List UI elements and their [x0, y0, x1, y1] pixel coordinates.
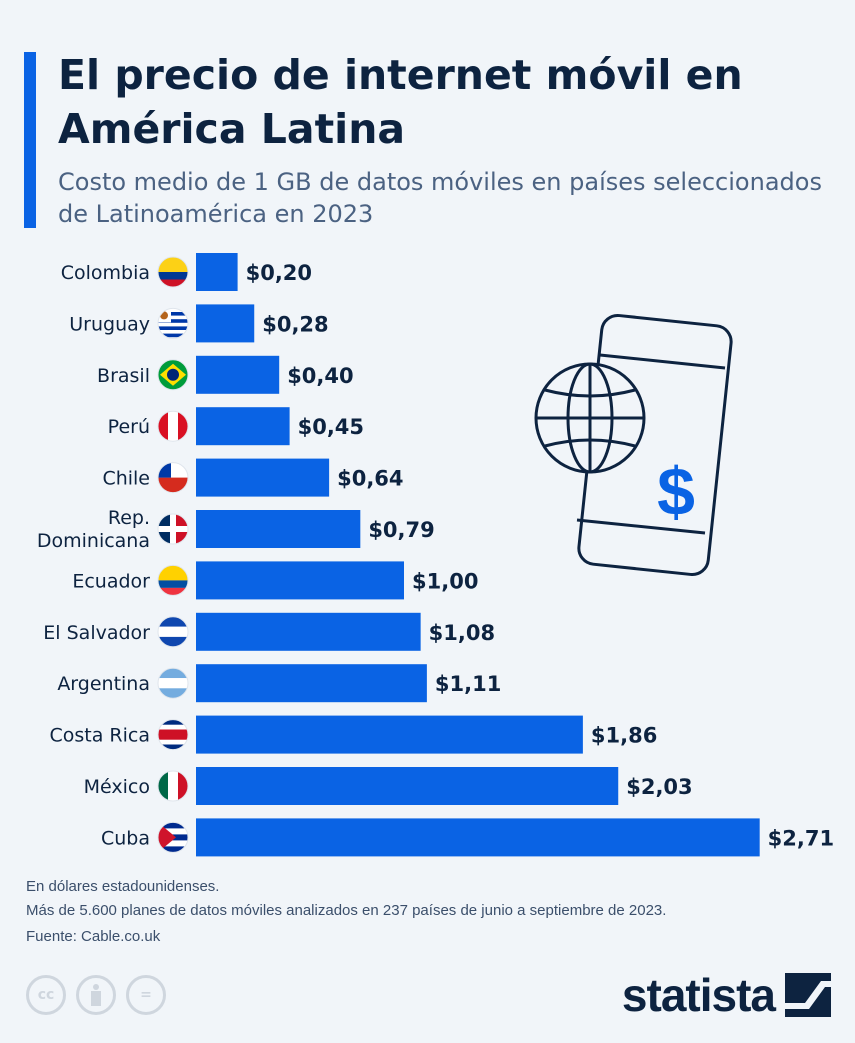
flag-uruguay-icon: [157, 307, 189, 339]
bar-row: México $2,03: [84, 767, 693, 805]
flag-el-salvador-icon: [157, 616, 189, 648]
license-icons[interactable]: cc =: [26, 975, 166, 1015]
attribution-icon[interactable]: [76, 975, 116, 1015]
value-label: $1,11: [435, 672, 501, 696]
flag-chile-icon: [157, 462, 189, 494]
bar-row: Cuba $2,71: [101, 818, 834, 857]
value-label: $0,64: [337, 467, 403, 491]
category-label: Cuba: [101, 827, 150, 849]
statista-logo[interactable]: statista: [622, 968, 831, 1022]
logo-text: statista: [621, 969, 776, 1021]
bar-row: El Salvador $1,08: [43, 612, 495, 651]
globe-icon: [534, 362, 646, 474]
category-label: Colombia: [61, 262, 150, 284]
bar: [196, 458, 330, 497]
flag-ecuador-icon: [157, 564, 189, 596]
statista-logo-icon: [785, 973, 831, 1017]
flag-costa-rica-icon: [157, 719, 189, 751]
flag-colombia-icon: [157, 256, 189, 288]
category-label: Rep. Dominicana: [37, 507, 150, 552]
value-label: $1,00: [412, 569, 478, 593]
accent-bar: [24, 52, 36, 228]
bar: [196, 407, 290, 446]
bar-row: Ecuador $1,00: [72, 561, 478, 600]
bar-row: Argentina $1,11: [57, 664, 501, 703]
category-label: Costa Rica: [50, 725, 151, 747]
subtitle: Costo medio de 1 GB de datos móviles en …: [58, 168, 822, 228]
flag-cuba-icon: [157, 821, 189, 853]
source: Fuente: Cable.co.uk: [26, 928, 161, 945]
value-label: $0,20: [246, 261, 312, 285]
bar: [196, 561, 404, 600]
no-derivatives-icon[interactable]: =: [126, 975, 166, 1015]
bar: [196, 253, 238, 291]
bar-row: Uruguay $0,28: [69, 304, 329, 343]
bar-row: Rep. Dominicana $0,79: [37, 507, 435, 552]
note-methodology: Más de 5.600 planes de datos móviles ana…: [26, 902, 667, 919]
value-label: $2,03: [626, 775, 692, 799]
category-label: El Salvador: [43, 622, 150, 644]
flag-brasil-icon: [157, 359, 189, 391]
bar-row: Brasil $0,40: [97, 355, 354, 394]
category-label: México: [84, 776, 150, 798]
bar: [196, 612, 421, 651]
dollar-icon: $: [657, 454, 695, 530]
bar-row: Colombia $0,20: [61, 253, 312, 291]
flag-argentina-icon: [157, 667, 189, 699]
category-label: Brasil: [97, 365, 150, 387]
bar-row: Costa Rica $1,86: [50, 715, 657, 754]
bar: [196, 304, 255, 343]
bar: [196, 767, 619, 805]
phone-globe-dollar-illustration: $: [534, 313, 733, 577]
flag-mexico-icon: [157, 770, 189, 802]
bar: [196, 664, 427, 703]
bar: [196, 355, 280, 394]
bar: [196, 715, 583, 754]
bar: [196, 818, 760, 857]
value-label: $0,79: [368, 518, 434, 542]
bar: [196, 510, 361, 548]
flag-dominican-republic-icon: [157, 513, 189, 545]
page-title: El precio de internet móvil en América L…: [58, 51, 743, 153]
cc-icon[interactable]: cc: [26, 975, 66, 1015]
value-label: $0,40: [287, 364, 353, 388]
category-label: Uruguay: [69, 313, 150, 335]
value-label: $0,45: [298, 415, 364, 439]
bar-row: Chile $0,64: [102, 458, 404, 497]
value-label: $0,28: [262, 312, 328, 336]
bar-chart: $ Colombia $0,20 Uruguay $0,28 Brasil $0,40 Pe…: [37, 253, 834, 857]
category-label: Chile: [102, 468, 150, 490]
note-currency: En dólares estadounidenses.: [26, 878, 220, 895]
value-label: $1,86: [591, 724, 657, 748]
category-label: Perú: [108, 416, 150, 438]
category-label: Ecuador: [72, 570, 150, 592]
category-label: Argentina: [57, 673, 150, 695]
value-label: $1,08: [429, 621, 495, 645]
bar-row: Perú $0,45: [108, 407, 364, 446]
flag-peru-icon: [157, 410, 189, 442]
value-label: $2,71: [768, 826, 834, 850]
